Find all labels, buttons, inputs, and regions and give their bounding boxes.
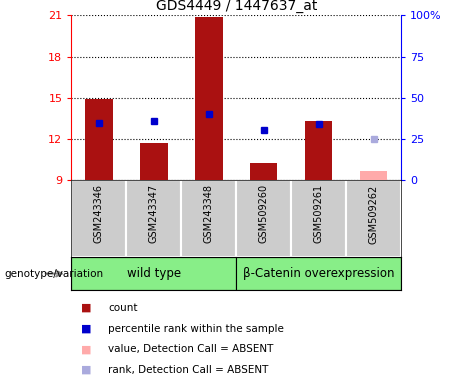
Bar xyxy=(71,180,126,257)
Bar xyxy=(181,180,236,257)
Text: GSM243347: GSM243347 xyxy=(149,184,159,243)
Bar xyxy=(71,257,236,290)
Text: ■: ■ xyxy=(81,344,91,354)
Text: ■: ■ xyxy=(81,303,91,313)
Bar xyxy=(85,99,112,180)
Text: ■: ■ xyxy=(81,324,91,334)
Text: GSM509261: GSM509261 xyxy=(313,184,324,243)
Text: GSM509262: GSM509262 xyxy=(369,184,378,243)
Bar xyxy=(360,171,387,180)
Bar xyxy=(140,143,168,180)
Bar xyxy=(305,121,332,180)
Text: ■: ■ xyxy=(81,365,91,375)
Text: rank, Detection Call = ABSENT: rank, Detection Call = ABSENT xyxy=(108,365,269,375)
Bar xyxy=(236,257,401,290)
Text: GSM243346: GSM243346 xyxy=(94,184,104,243)
Text: GSM509260: GSM509260 xyxy=(259,184,269,243)
Bar xyxy=(291,180,346,257)
Text: value, Detection Call = ABSENT: value, Detection Call = ABSENT xyxy=(108,344,274,354)
Bar xyxy=(195,17,223,180)
Bar xyxy=(250,162,278,180)
Text: genotype/variation: genotype/variation xyxy=(5,268,104,279)
Text: GSM243348: GSM243348 xyxy=(204,184,214,243)
Text: percentile rank within the sample: percentile rank within the sample xyxy=(108,324,284,334)
Bar xyxy=(126,180,181,257)
Title: GDS4449 / 1447637_at: GDS4449 / 1447637_at xyxy=(155,0,317,13)
Text: count: count xyxy=(108,303,138,313)
Bar xyxy=(236,180,291,257)
Text: β-Catenin overexpression: β-Catenin overexpression xyxy=(243,267,395,280)
Bar xyxy=(346,180,401,257)
Text: wild type: wild type xyxy=(127,267,181,280)
